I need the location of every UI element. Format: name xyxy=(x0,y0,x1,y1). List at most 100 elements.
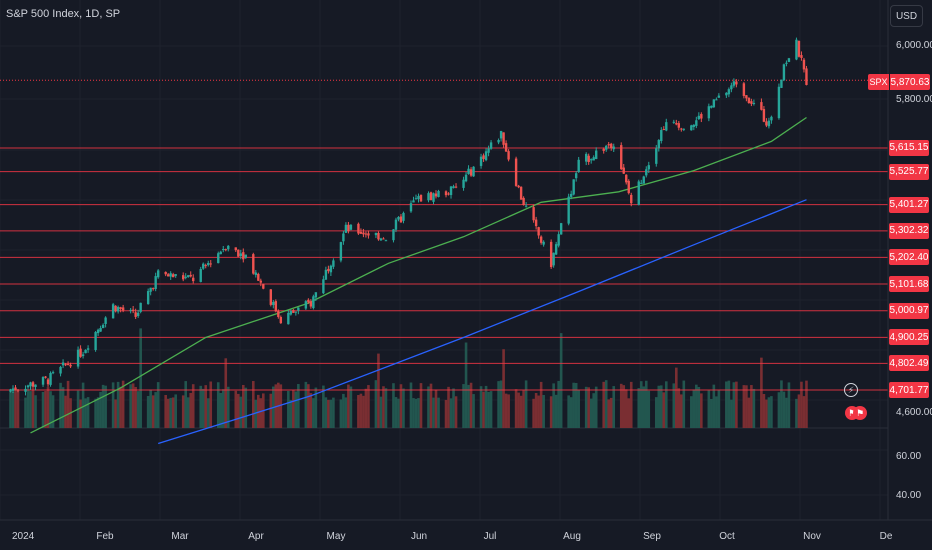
volume-bar xyxy=(657,385,661,428)
candle-body xyxy=(237,249,240,257)
candle-body xyxy=(76,349,80,367)
candle-body xyxy=(715,99,718,101)
volume-bar xyxy=(680,394,683,428)
candle-body xyxy=(272,301,275,306)
volume-bar xyxy=(542,395,545,428)
time-tick-label: Apr xyxy=(248,531,264,542)
volume-bar xyxy=(206,398,210,428)
volume-bar xyxy=(557,380,560,428)
candle-body xyxy=(314,292,318,298)
volume-bar xyxy=(309,393,313,428)
volume-bar xyxy=(184,381,188,428)
candle-body xyxy=(154,276,157,289)
candle-body xyxy=(725,92,728,96)
volume-bar xyxy=(236,393,240,428)
candle-body xyxy=(146,291,150,305)
candle-body xyxy=(114,305,117,312)
candle-body xyxy=(374,232,378,236)
currency-button[interactable]: USD xyxy=(890,5,923,27)
volume-bar xyxy=(347,384,350,428)
candle-body xyxy=(16,389,20,391)
volume-bar xyxy=(297,384,300,428)
candle-body xyxy=(785,62,788,64)
candle-body xyxy=(762,109,766,122)
time-tick-label: Aug xyxy=(563,531,581,542)
candle-body xyxy=(409,203,413,212)
candle-body xyxy=(660,130,663,142)
volume-bar xyxy=(239,396,243,428)
volume-bar xyxy=(34,395,37,428)
candle-body xyxy=(84,349,87,354)
volume-bar xyxy=(392,383,395,428)
volume-bar xyxy=(114,399,117,428)
candle-body xyxy=(347,224,350,232)
volume-bar xyxy=(219,392,223,428)
time-tick-label: Jun xyxy=(410,531,428,542)
volume-bar xyxy=(324,397,328,428)
candle-body xyxy=(217,253,220,264)
volume-bar xyxy=(659,385,663,428)
volume-bar xyxy=(101,384,105,428)
volume-bar xyxy=(94,398,97,428)
volume-bar xyxy=(339,399,343,428)
candle-body xyxy=(780,79,783,88)
level-label: 5,401.27 xyxy=(889,196,929,213)
candle-body xyxy=(59,366,62,374)
volume-bar xyxy=(567,395,570,428)
volume-bar xyxy=(662,392,666,428)
volume-bar xyxy=(675,367,678,428)
volume-bar xyxy=(59,382,62,428)
volume-bar xyxy=(44,390,47,428)
volume-bar xyxy=(359,393,363,428)
candle-body xyxy=(797,41,801,57)
volume-bar xyxy=(289,399,293,428)
volume-bar xyxy=(374,380,378,428)
candle-body xyxy=(447,193,450,195)
candle-body xyxy=(312,296,315,309)
volume-bar xyxy=(715,396,718,428)
volume-bar xyxy=(534,393,538,428)
candle-body xyxy=(164,271,167,275)
volume-bar xyxy=(572,382,575,428)
volume-bar xyxy=(554,394,558,428)
volume-bar xyxy=(552,383,555,428)
flag-icon[interactable]: ⚑ xyxy=(853,406,867,420)
candle-body xyxy=(26,385,30,388)
volume-bar xyxy=(81,382,85,428)
volume-bar xyxy=(800,381,803,428)
volume-bar xyxy=(41,391,45,428)
volume-bar xyxy=(419,383,423,428)
candle-body xyxy=(382,238,385,240)
volume-bar xyxy=(464,342,468,428)
candle-body xyxy=(534,219,538,227)
volume-bar xyxy=(584,386,588,428)
volume-bar xyxy=(191,384,195,428)
candle-body xyxy=(262,284,265,289)
candle-body xyxy=(327,268,330,272)
volume-bar xyxy=(169,397,172,428)
volume-bar xyxy=(96,397,100,428)
candle-body xyxy=(750,101,753,104)
candle-body xyxy=(605,145,608,150)
candle-body xyxy=(119,307,122,309)
time-tick-label: De xyxy=(879,531,893,542)
candle-body xyxy=(31,382,35,387)
volume-bar xyxy=(692,389,696,428)
volume-bar xyxy=(622,385,626,428)
candle-body xyxy=(587,155,590,163)
candle-body xyxy=(189,274,192,277)
candle-body xyxy=(567,196,570,224)
lightning-icon[interactable]: ⚡ xyxy=(844,383,858,397)
volume-bar xyxy=(725,381,728,428)
volume-bar xyxy=(735,381,738,428)
candle-body xyxy=(69,364,72,367)
volume-bar xyxy=(592,393,596,428)
candle-body xyxy=(469,169,473,176)
candle-body xyxy=(222,249,225,251)
time-tick-label: Sep xyxy=(643,531,661,542)
volume-bar xyxy=(342,393,345,428)
candle-body xyxy=(765,121,768,126)
candle-body xyxy=(592,157,595,161)
volume-bar xyxy=(574,382,578,428)
